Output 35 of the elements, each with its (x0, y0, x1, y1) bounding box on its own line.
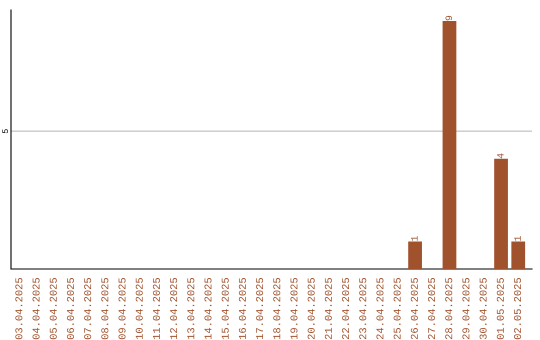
data-label: 1 (514, 236, 521, 241)
x-tick-label: 18.04.2025 (273, 278, 280, 340)
y-tick-label: 5 (2, 129, 8, 134)
x-tick-label: 30.04.2025 (480, 278, 487, 340)
x-tick-label: 11.04.2025 (152, 278, 160, 340)
x-tick-label: 10.04.2025 (136, 278, 143, 340)
x-tick-label: 07.04.2025 (84, 278, 92, 340)
x-tick-label: 24.04.2025 (376, 278, 384, 340)
x-tick-label: 21.04.2025 (324, 278, 332, 340)
x-tick-label: 13.04.2025 (187, 278, 194, 340)
x-tick-label: 04.04.2025 (32, 278, 40, 340)
x-tick-label: 15.04.2025 (222, 278, 229, 340)
x-tick-label: 14.04.2025 (204, 278, 212, 340)
data-label: 4 (497, 153, 504, 158)
x-tick-label: 26.04.2025 (410, 278, 418, 340)
x-tick-label: 01.05.2025 (496, 278, 504, 340)
x-tick-label: 02.05.2025 (514, 278, 522, 340)
x-tick-label: 19.04.2025 (290, 278, 298, 340)
x-tick-label: 23.04.2025 (359, 278, 366, 340)
x-tick-label: 25.04.2025 (394, 278, 401, 340)
x-tick-label: 22.04.2025 (342, 278, 350, 340)
x-tick-label: 08.04.2025 (101, 278, 108, 340)
x-tick-label: 06.04.2025 (66, 278, 74, 340)
x-tick-label: 20.04.2025 (308, 278, 315, 340)
x-tick-label: 03.04.2025 (15, 278, 22, 340)
data-label: 9 (445, 16, 452, 20)
x-tick-label: 12.04.2025 (170, 278, 178, 340)
x-tick-label: 29.04.2025 (462, 278, 470, 340)
x-tick-label: 17.04.2025 (256, 278, 264, 340)
data-label: 1 (411, 236, 418, 241)
x-tick-label: 05.04.2025 (50, 278, 57, 340)
x-tick-label: 09.04.2025 (118, 278, 126, 340)
x-tick-label: 27.04.2025 (428, 278, 436, 340)
x-tick-label: 16.04.2025 (238, 278, 246, 340)
x-tick-label: 28.04.2025 (445, 278, 452, 340)
